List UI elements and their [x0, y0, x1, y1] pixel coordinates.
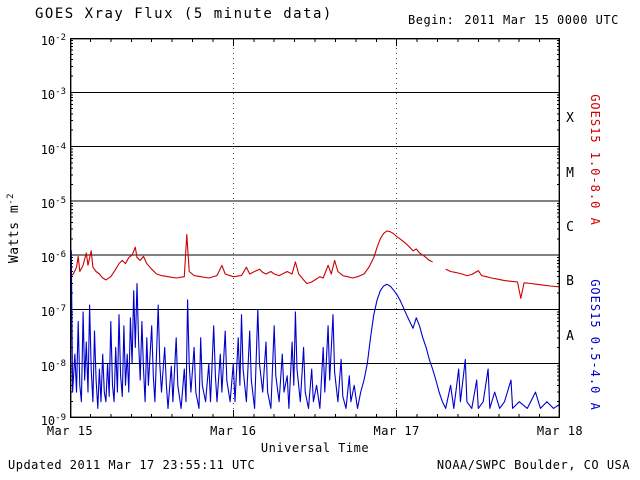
- flare-class-label-M: M: [566, 165, 574, 181]
- flare-class-label-A: A: [566, 328, 574, 344]
- y-tick-label: 10-5: [40, 195, 66, 211]
- plot-area: [70, 38, 560, 418]
- x-tick-label: Mar 18: [536, 424, 584, 438]
- y-tick-label: 10-9: [40, 413, 66, 428]
- updated-timestamp: Updated 2011 Mar 17 23:55:11 UTC: [8, 458, 256, 472]
- series-line-1: [70, 250, 560, 409]
- series-label-goes15-long: GOES15 1.0-8.0 A: [588, 94, 602, 226]
- data-source: NOAA/SWPC Boulder, CO USA: [436, 458, 630, 472]
- y-axis-title-base: Watts m: [7, 204, 23, 264]
- x-tick-label: Mar 17: [373, 424, 420, 438]
- flare-class-label-C: C: [566, 220, 574, 235]
- y-tick-label: 10-8: [40, 358, 66, 374]
- series-line-0: [445, 268, 560, 299]
- y-tick-label: 10-2: [40, 33, 66, 48]
- series-paths: [70, 230, 560, 409]
- begin-value: 2011 Mar 15 0000 UTC: [464, 13, 619, 27]
- chart-title: GOES Xray Flux (5 minute data): [35, 6, 333, 22]
- flare-class-label-X: X: [566, 111, 574, 127]
- y-tick-label: 10-3: [40, 87, 66, 103]
- x-tick-label: Mar 15: [46, 424, 94, 438]
- begin-label: Begin:: [408, 13, 455, 27]
- x-axis-title: Universal Time: [260, 441, 370, 455]
- y-tick-label: 10-4: [40, 141, 66, 157]
- flare-class-label-B: B: [566, 274, 574, 290]
- plot-frame: [70, 38, 560, 418]
- y-tick-label: 10-6: [40, 250, 66, 266]
- y-axis-title: Watts m-2: [6, 193, 22, 263]
- x-tick-label: Mar 16: [210, 424, 257, 438]
- begin-timestamp: Begin: 2011 Mar 15 0000 UTC: [408, 13, 619, 27]
- series-line-0: [70, 230, 433, 285]
- grid-lines: [70, 38, 560, 418]
- y-tick-label: 10-7: [40, 304, 66, 320]
- series-label-goes15-short: GOES15 0.5-4.0 A: [588, 279, 602, 411]
- y-axis-title-exponent: -2: [5, 192, 16, 205]
